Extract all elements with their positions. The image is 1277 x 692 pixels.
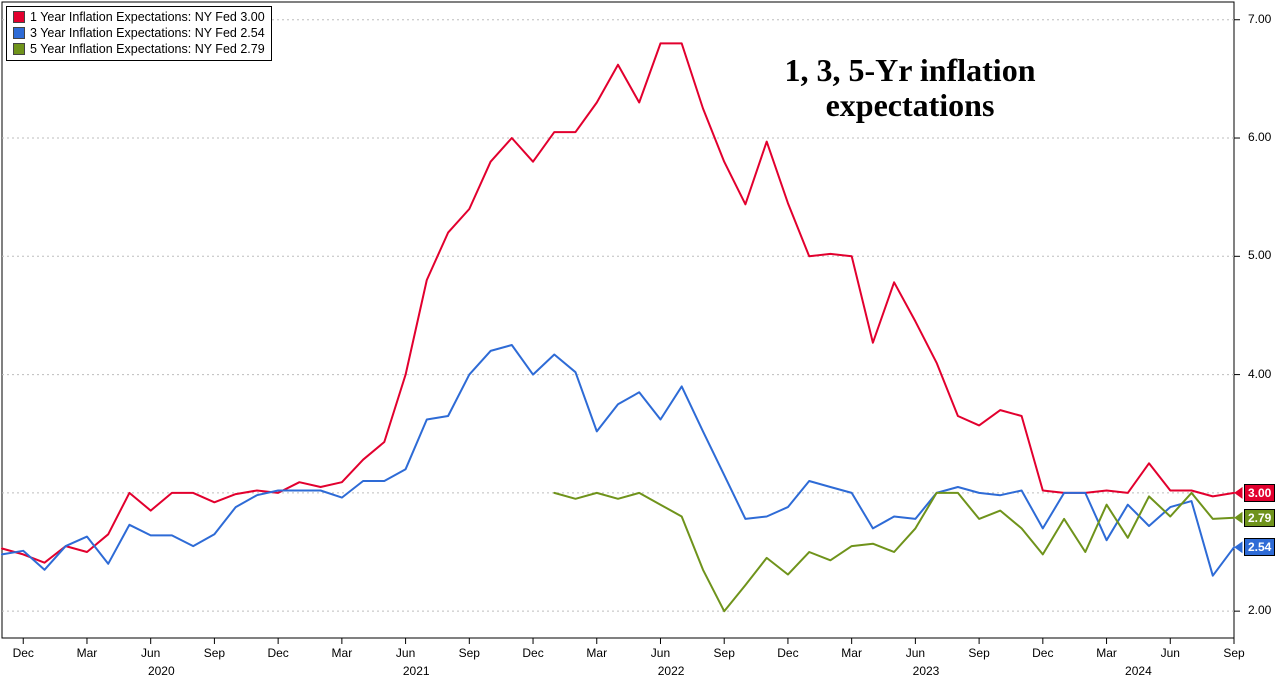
x-axis-month-label: Mar <box>1096 646 1117 660</box>
x-axis-month-label: Mar <box>77 646 98 660</box>
x-axis-month-label: Dec <box>522 646 543 660</box>
x-axis-month-label: Jun <box>1161 646 1180 660</box>
x-axis-month-label: Sep <box>459 646 480 660</box>
x-axis-month-label: Dec <box>13 646 34 660</box>
y-axis-label: 2.00 <box>1248 603 1271 617</box>
legend-label: 3 Year Inflation Expectations: NY Fed 2.… <box>30 25 265 41</box>
y-axis-label: 6.00 <box>1248 130 1271 144</box>
x-axis-month-label: Sep <box>204 646 225 660</box>
series-end-label: 3.00 <box>1244 484 1275 502</box>
x-axis-year-label: 2022 <box>658 664 685 678</box>
x-axis-month-label: Jun <box>651 646 670 660</box>
x-axis-month-label: Mar <box>332 646 353 660</box>
x-axis-month-label: Jun <box>141 646 160 660</box>
x-axis-month-label: Sep <box>968 646 989 660</box>
title-line-2: expectations <box>826 87 995 123</box>
legend-item: 1 Year Inflation Expectations: NY Fed 3.… <box>13 9 265 25</box>
legend-label: 5 Year Inflation Expectations: NY Fed 2.… <box>30 41 265 57</box>
title-line-1: 1, 3, 5-Yr inflation <box>785 52 1036 88</box>
x-axis-year-label: 2021 <box>403 664 430 678</box>
x-axis-month-label: Sep <box>714 646 735 660</box>
x-axis-year-label: 2023 <box>913 664 940 678</box>
legend-swatch <box>13 11 25 23</box>
legend-label: 1 Year Inflation Expectations: NY Fed 3.… <box>30 9 265 25</box>
series-end-label: 2.54 <box>1244 538 1275 556</box>
x-axis-month-label: Jun <box>396 646 415 660</box>
legend-item: 5 Year Inflation Expectations: NY Fed 2.… <box>13 41 265 57</box>
x-axis-year-label: 2024 <box>1125 664 1152 678</box>
x-axis-month-label: Dec <box>267 646 288 660</box>
legend-item: 3 Year Inflation Expectations: NY Fed 2.… <box>13 25 265 41</box>
chart-title: 1, 3, 5-Yr inflation expectations <box>700 53 1120 123</box>
series-end-label: 2.79 <box>1244 509 1275 527</box>
x-axis-month-label: Dec <box>777 646 798 660</box>
y-axis-label: 5.00 <box>1248 248 1271 262</box>
x-axis-month-label: Jun <box>906 646 925 660</box>
x-axis-month-label: Sep <box>1223 646 1244 660</box>
x-axis-year-label: 2020 <box>148 664 175 678</box>
x-axis-month-label: Mar <box>586 646 607 660</box>
legend: 1 Year Inflation Expectations: NY Fed 3.… <box>6 6 272 61</box>
y-axis-label: 4.00 <box>1248 367 1271 381</box>
legend-swatch <box>13 27 25 39</box>
chart-container: 1 Year Inflation Expectations: NY Fed 3.… <box>0 0 1277 692</box>
x-axis-month-label: Dec <box>1032 646 1053 660</box>
legend-swatch <box>13 43 25 55</box>
x-axis-month-label: Mar <box>841 646 862 660</box>
y-axis-label: 7.00 <box>1248 12 1271 26</box>
